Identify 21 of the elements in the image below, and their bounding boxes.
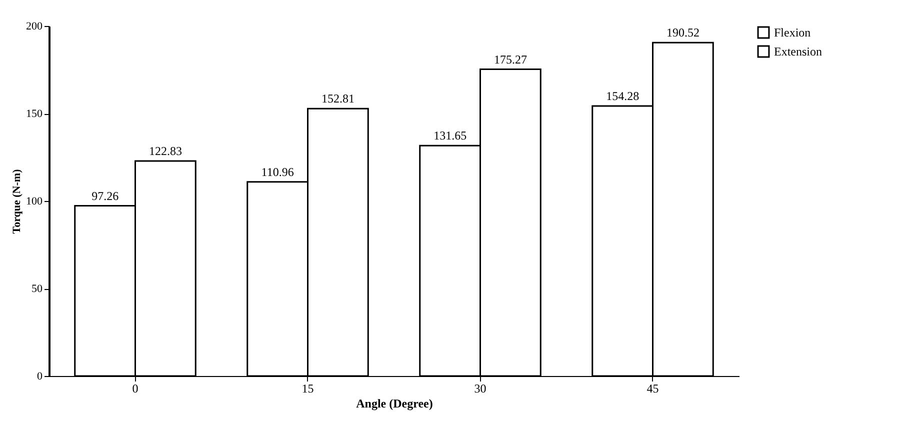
- data-label: 122.83: [148, 144, 182, 158]
- data-label: 175.27: [494, 52, 527, 66]
- data-label: 131.65: [434, 128, 467, 143]
- y-tick-label: 200: [26, 20, 43, 32]
- x-axis-title: Angle (Degree): [356, 396, 433, 410]
- x-tick-label: 30: [474, 382, 486, 396]
- y-tick-label: 0: [37, 370, 43, 382]
- data-label: 97.26: [92, 188, 119, 203]
- x-tick-label: 15: [302, 382, 314, 396]
- legend-label: Extension: [774, 44, 822, 58]
- y-tick-label: 100: [26, 196, 43, 208]
- x-tick-label: 45: [646, 382, 659, 396]
- data-label: 190.52: [666, 26, 700, 40]
- data-label: 154.28: [606, 89, 640, 104]
- y-tick-label: 150: [26, 108, 43, 120]
- legend-label: Flexion: [774, 26, 811, 40]
- data-label: 152.81: [321, 92, 354, 106]
- y-tick-label: 50: [32, 283, 43, 295]
- y-axis-title: Torque (N-m): [11, 168, 23, 234]
- x-tick-label: 0: [132, 382, 138, 396]
- data-label: 110.96: [261, 164, 294, 179]
